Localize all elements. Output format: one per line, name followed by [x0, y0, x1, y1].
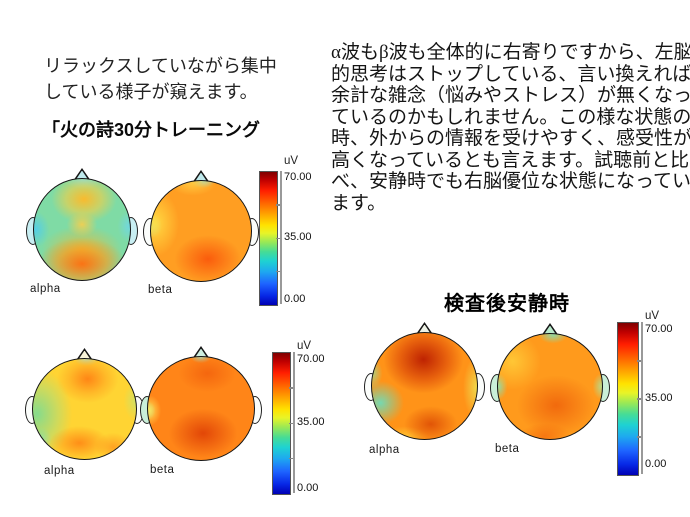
rest-heading: 検査後安静時 [444, 293, 570, 315]
colorbar-min-tick-label: 0.00 [297, 482, 319, 494]
colorbar: uV 70.00 35.00 0.00 [617, 306, 687, 486]
scalp-heatmap [150, 180, 252, 282]
colorbar: uV 70.00 35.00 0.00 [272, 336, 342, 506]
scalp-heatmap [147, 356, 255, 461]
beta-topomap [140, 346, 262, 461]
scalp-heatmap [497, 333, 603, 440]
colorbar-min-tick-label: 0.00 [645, 458, 667, 470]
alpha-band-label: alpha [44, 465, 75, 477]
scalp-heatmap [371, 332, 478, 440]
beta-topomap [490, 323, 610, 440]
alpha-band-label: alpha [30, 283, 61, 295]
colorbar-min-tick-label: 0.00 [284, 293, 306, 305]
beta-topomap [143, 170, 259, 282]
colorbar-max-tick-label: 70.00 [284, 171, 312, 183]
colorbar-max-tick-label: 70.00 [297, 353, 325, 365]
beta-band-label: beta [148, 284, 173, 296]
colorbar-unit-label: uV [284, 155, 299, 167]
alpha-band-label: alpha [369, 444, 400, 456]
colorbar: uV 70.00 35.00 0.00 [259, 155, 329, 315]
colorbar-mid-tick-label: 35.00 [645, 392, 673, 404]
left-note-text: リラックスしていながら集中 している様子が窺えます。 [44, 56, 277, 102]
alpha-topomap [26, 168, 138, 281]
colorbar-unit-label: uV [645, 310, 660, 322]
colorbar-mid-tick-label: 35.00 [297, 416, 325, 428]
colorbar-max-tick-label: 70.00 [645, 323, 673, 335]
colorbar-axis [276, 171, 282, 304]
colorbar-unit-label: uV [297, 340, 312, 352]
alpha-topomap [364, 322, 485, 440]
beta-band-label: beta [495, 443, 520, 455]
colorbar-gradient [617, 322, 639, 476]
colorbar-axis [637, 322, 643, 474]
analysis-paragraph: α波もβ波も全体的に右寄りですから、左脳的思考はストップしている、言い換えれば余… [331, 42, 690, 214]
colorbar-mid-tick-label: 35.00 [284, 231, 312, 243]
scalp-heatmap [33, 178, 131, 281]
colorbar-axis [289, 352, 295, 493]
alpha-topomap [25, 348, 144, 460]
training-heading: 「火の詩30分トレーニング [42, 120, 261, 140]
scalp-heatmap [32, 358, 137, 460]
beta-band-label: beta [150, 464, 175, 476]
